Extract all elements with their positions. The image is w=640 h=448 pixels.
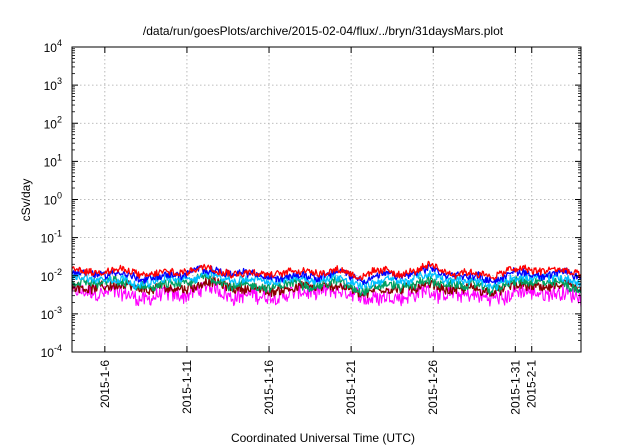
- x-tick-label: 2015-1-31: [508, 360, 522, 415]
- grid: [72, 47, 581, 352]
- y-tick-label: 10-4: [41, 343, 62, 360]
- y-tick-label: 10-2: [41, 267, 62, 284]
- y-tick-label: 100: [44, 191, 62, 208]
- x-axis-label: Coordinated Universal Time (UTC): [231, 431, 415, 445]
- y-tick-label: 104: [44, 38, 62, 55]
- y-axis-ticks: 10-4 10-3 10-2 10-1 100 101 102 103 104: [41, 38, 581, 360]
- y-tick-label: 103: [44, 76, 62, 93]
- series-layer: [71, 260, 582, 307]
- x-tick-label: 2015-1-26: [426, 360, 440, 415]
- y-tick-label: 10-1: [41, 229, 62, 246]
- x-tick-label: 2015-1-11: [180, 360, 194, 414]
- chart-title: /data/run/goesPlots/archive/2015-02-04/f…: [143, 24, 504, 38]
- series-line: [71, 277, 582, 307]
- x-tick-label: 2015-2-1: [525, 360, 539, 408]
- y-tick-label: 102: [44, 114, 62, 131]
- y-axis-label: cSv/day: [19, 179, 33, 222]
- x-axis-ticks: 2015-1-6 2015-1-11 2015-1-16 2015-1-21 2015-…: [98, 47, 539, 415]
- y-tick-label: 10-3: [41, 305, 62, 322]
- x-tick-label: 2015-1-16: [262, 360, 276, 415]
- series-line: [71, 260, 582, 281]
- x-tick-label: 2015-1-21: [344, 360, 358, 415]
- x-tick-label: 2015-1-6: [98, 360, 112, 408]
- y-tick-label: 101: [44, 152, 62, 169]
